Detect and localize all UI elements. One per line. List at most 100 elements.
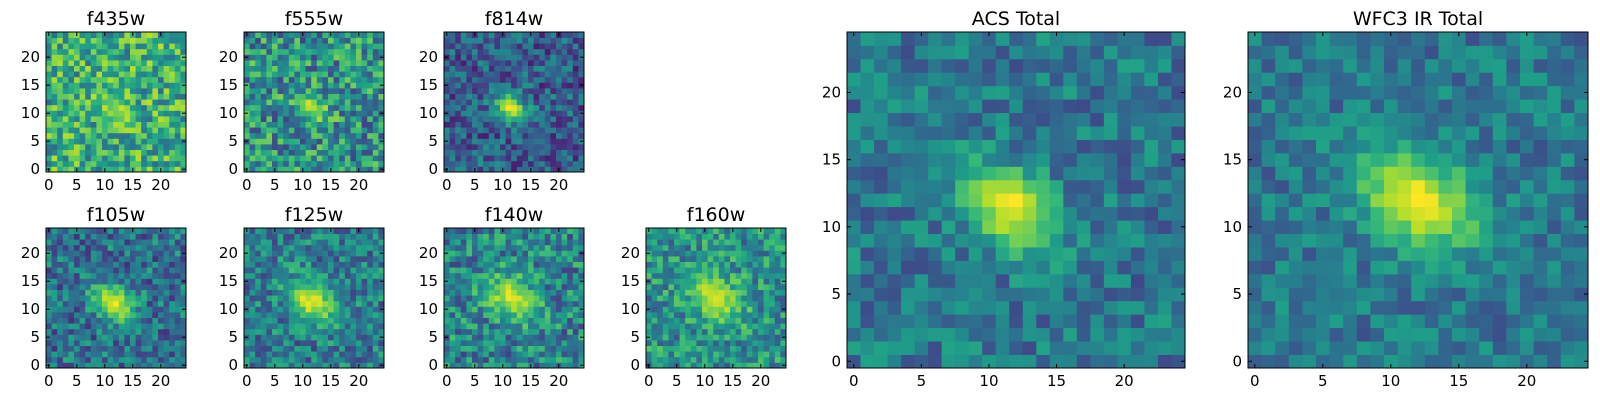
y-tick-label: 10	[21, 104, 40, 122]
pixel-cell	[130, 340, 136, 346]
pixel-cell	[567, 351, 574, 358]
pixel-cell	[311, 284, 318, 290]
pixel-cell	[477, 149, 484, 156]
y-tick-label: 15	[219, 272, 238, 290]
pixel-cell	[522, 132, 529, 139]
pixel-cell	[685, 295, 692, 302]
pixel-cell	[657, 351, 664, 358]
pixel-cell	[455, 65, 462, 72]
pixel-cell	[169, 244, 176, 251]
pixel-cell	[561, 345, 568, 352]
pixel-cell	[174, 48, 181, 55]
pixel-cell	[322, 82, 329, 89]
pixel-cell	[449, 160, 456, 167]
pixel-cell	[361, 65, 368, 72]
pixel-cell	[522, 256, 529, 262]
pixel-cell	[356, 110, 362, 117]
pixel-cell	[516, 317, 523, 324]
pixel-cell	[311, 233, 318, 240]
pixel-cell	[668, 345, 675, 352]
pixel-cell	[752, 295, 759, 302]
pixel-cell	[860, 273, 875, 288]
pixel-cell	[51, 328, 58, 335]
pixel-cell	[544, 323, 551, 330]
pixel-cell	[780, 233, 787, 240]
pixel-cell	[118, 340, 125, 346]
pixel-cell	[328, 127, 334, 134]
pixel-cell	[533, 351, 540, 358]
pixel-cell	[668, 267, 675, 274]
pixel-cell	[702, 351, 708, 358]
pixel-cell	[57, 54, 64, 61]
x-tick-label: 15	[123, 176, 142, 194]
pixel-cell	[124, 32, 131, 38]
pixel-cell	[288, 295, 295, 302]
pixel-cell	[707, 351, 714, 358]
pixel-cell	[466, 334, 473, 341]
pixel-cell	[718, 289, 725, 296]
pixel-cell	[713, 250, 720, 257]
pixel-cell	[322, 312, 329, 318]
pixel-cell	[361, 110, 368, 117]
pixel-cell	[288, 43, 295, 50]
pixel-cell	[774, 267, 781, 274]
pixel-cell	[657, 256, 664, 262]
pixel-cell	[249, 345, 256, 352]
pixel-cell	[328, 250, 334, 257]
pixel-cell	[311, 323, 318, 330]
pixel-cell	[96, 88, 103, 94]
pixel-cell	[1130, 327, 1145, 342]
pixel-cell	[344, 300, 351, 307]
pixel-cell	[344, 289, 351, 296]
pixel-cell	[887, 193, 902, 208]
pixel-cell	[174, 166, 181, 173]
pixel-cell	[1036, 287, 1051, 302]
pixel-cell	[550, 328, 557, 335]
pixel-cell	[135, 284, 142, 290]
pixel-cell	[1036, 314, 1051, 329]
pixel-cell	[1049, 300, 1064, 315]
pixel-cell	[141, 60, 148, 66]
pixel-cell	[995, 341, 1010, 355]
pixel-cell	[57, 289, 64, 296]
pixel-cell	[322, 104, 329, 111]
pixel-cell	[674, 300, 680, 307]
pixel-cell	[113, 93, 120, 100]
pixel-cell	[914, 247, 929, 261]
pixel-cell	[361, 278, 368, 285]
pixel-cell	[488, 345, 495, 352]
pixel-cell	[266, 340, 273, 346]
pixel-cell	[752, 334, 759, 341]
pixel-cell	[516, 54, 523, 61]
pixel-cell	[556, 132, 562, 139]
pixel-cell	[982, 233, 997, 248]
pixel-cell	[488, 37, 495, 44]
pixel-cell	[107, 284, 114, 290]
pixel-cell	[735, 340, 742, 346]
pixel-cell	[572, 155, 579, 162]
pixel-cell	[322, 65, 329, 72]
pixel-cell	[1076, 314, 1091, 329]
pixel-cell	[180, 356, 187, 363]
pixel-cell	[305, 278, 312, 285]
pixel-cell	[746, 312, 753, 318]
pixel-cell	[505, 65, 512, 72]
pixel-cell	[146, 132, 153, 139]
pixel-cell	[982, 193, 997, 208]
pixel-cell	[533, 317, 540, 324]
pixel-cell	[505, 250, 512, 257]
pixel-cell	[914, 287, 929, 302]
pixel-cell	[679, 300, 686, 307]
pixel-cell	[367, 244, 374, 251]
pixel-cell	[283, 127, 290, 134]
pixel-cell	[163, 312, 170, 318]
pixel-cell	[68, 351, 75, 358]
pixel-cell	[118, 65, 125, 72]
pixel-cell	[102, 149, 108, 156]
pixel-cell	[361, 48, 368, 55]
pixel-cell	[718, 295, 725, 302]
pixel-cell	[350, 250, 357, 257]
pixel-cell	[928, 179, 943, 194]
pixel-cell	[152, 65, 159, 72]
pixel-cell	[152, 284, 159, 290]
